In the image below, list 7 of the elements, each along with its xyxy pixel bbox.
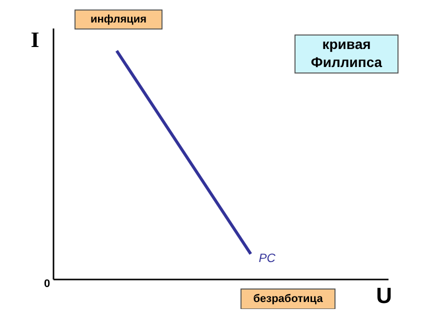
text: безработица [253, 293, 324, 305]
text: 0 [44, 278, 50, 290]
series-label: PC [258, 250, 276, 265]
x-axis-title: U [376, 283, 392, 308]
chart-title: кривая Филлипса [310, 36, 382, 70]
text: инфляция [90, 14, 147, 26]
y-axis-title: I [30, 27, 40, 52]
